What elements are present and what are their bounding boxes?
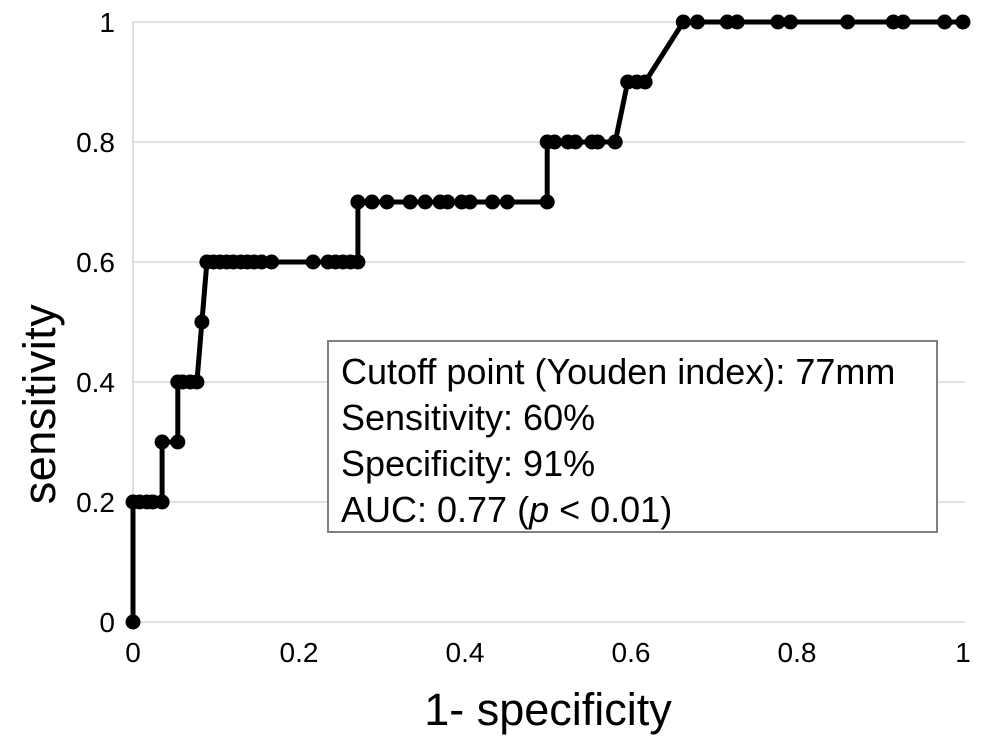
data-point — [350, 254, 366, 270]
data-point — [484, 194, 500, 210]
data-point — [607, 134, 623, 150]
annotation-specificity-line: Specificity: 91% — [341, 443, 596, 484]
data-point — [402, 194, 418, 210]
data-point — [379, 194, 395, 210]
data-point — [937, 14, 953, 30]
data-point — [539, 194, 555, 210]
x-tick-label: 1 — [955, 637, 971, 668]
data-point — [689, 14, 705, 30]
data-point — [590, 134, 606, 150]
data-point — [895, 14, 911, 30]
x-tick-label: 0.4 — [446, 637, 485, 668]
annotation-cutoff-line: Cutoff point (Youden index): 77mm — [341, 351, 896, 392]
data-point — [782, 14, 798, 30]
x-tick-label: 0.2 — [280, 637, 319, 668]
x-tick-label: 0 — [125, 637, 141, 668]
annotation-sensitivity-line: Sensitivity: 60% — [341, 397, 596, 438]
y-tick-label: 0.8 — [76, 127, 115, 158]
data-point — [729, 14, 745, 30]
annotation-auc-line: AUC: 0.77 (p < 0.01) — [341, 487, 936, 533]
data-point — [675, 14, 691, 30]
data-point — [305, 254, 321, 270]
y-tick-label: 0.6 — [76, 247, 115, 278]
data-point — [154, 494, 170, 510]
data-point — [440, 194, 456, 210]
data-point — [189, 374, 205, 390]
data-point — [547, 134, 563, 150]
data-point — [350, 194, 366, 210]
data-point — [417, 194, 433, 210]
data-point — [637, 74, 653, 90]
data-point — [770, 14, 786, 30]
x-axis-title: 1- specificity — [424, 684, 672, 735]
annotation-auc-p-symbol: p — [529, 489, 550, 530]
x-tick-label: 0.6 — [612, 637, 651, 668]
y-axis-title: sensitivity — [14, 303, 65, 505]
y-tick-label: 0 — [99, 607, 115, 638]
data-point — [462, 194, 478, 210]
data-point — [567, 134, 583, 150]
data-point — [125, 614, 141, 630]
data-point — [364, 194, 380, 210]
data-point — [264, 254, 280, 270]
data-point — [154, 434, 170, 450]
annotation-auc-suffix: < 0.01) — [549, 489, 673, 530]
data-point — [194, 314, 210, 330]
y-tick-label: 0.4 — [76, 367, 115, 398]
y-tick-label: 1 — [99, 7, 115, 38]
data-point — [840, 14, 856, 30]
data-point — [170, 434, 186, 450]
y-tick-label: 0.2 — [76, 487, 115, 518]
annotation-box: Cutoff point (Youden index): 77mm Sensit… — [327, 340, 938, 533]
x-tick-label: 0.8 — [778, 637, 817, 668]
data-point — [955, 14, 971, 30]
data-point — [499, 194, 515, 210]
annotation-auc-prefix: AUC: 0.77 ( — [341, 489, 530, 530]
